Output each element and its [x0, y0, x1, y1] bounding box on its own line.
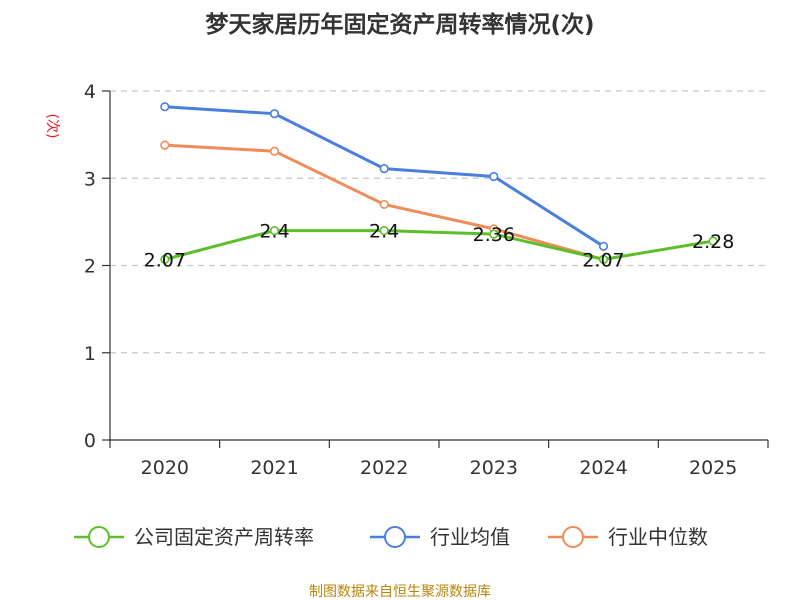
data-point-0-0[interactable] — [160, 254, 170, 264]
y-tick-label: 1 — [84, 343, 96, 365]
x-tick-label: 2021 — [250, 457, 298, 479]
y-tick-label: 4 — [84, 81, 96, 103]
data-point-1-2[interactable] — [379, 164, 389, 174]
gridlines — [110, 90, 768, 354]
data-label: 2.4 — [369, 221, 399, 243]
chart-title: 梦天家居历年固定资产周转率情况(次) — [205, 11, 594, 38]
legend-swatch-marker — [88, 526, 110, 548]
data-point-0-4[interactable] — [598, 254, 609, 264]
data-point-1-1[interactable] — [269, 109, 280, 119]
data-labels: 2.07 2.4 2.4 2.36 2.07 2.28 — [144, 221, 735, 272]
series-lines — [160, 102, 718, 264]
data-point-0-1[interactable] — [269, 226, 280, 236]
series-line-0 — [164, 229, 714, 261]
data-label: 2.28 — [692, 231, 734, 253]
legend-swatch-marker — [562, 526, 584, 548]
data-label: 2.36 — [473, 224, 515, 246]
data-point-0-5[interactable] — [708, 236, 718, 246]
x-tick-label: 2023 — [470, 457, 518, 479]
data-label: 2.4 — [259, 221, 289, 243]
legend-swatch-marker — [384, 526, 406, 548]
y-axis-label: (次) — [44, 114, 60, 139]
source-note: 制图数据来自恒生聚源数据库 — [309, 584, 491, 600]
data-point-0-2[interactable] — [379, 226, 389, 236]
legend-label: 行业中位数 — [608, 525, 708, 549]
data-label: 2.07 — [582, 249, 624, 271]
legend-label: 行业均值 — [430, 525, 510, 549]
legend-item-0[interactable]: 公司固定资产周转率 — [74, 525, 314, 549]
data-point-1-0[interactable] — [160, 102, 170, 112]
data-point-2-1[interactable] — [269, 146, 280, 156]
data-point-0-3[interactable] — [489, 229, 499, 239]
legend[interactable]: 公司固定资产周转率 行业均值 行业中位数 — [74, 525, 708, 549]
y-tick-label: 3 — [84, 168, 96, 190]
data-point-1-3[interactable] — [489, 171, 499, 182]
data-label: 2.07 — [144, 249, 186, 271]
legend-label: 公司固定资产周转率 — [134, 525, 314, 549]
y-tick-label: 0 — [84, 430, 96, 452]
data-point-2-2[interactable] — [379, 199, 389, 210]
x-tick-label: 2020 — [141, 457, 189, 479]
x-tick-label: 2022 — [360, 457, 408, 479]
y-tick-label: 2 — [84, 256, 96, 278]
legend-item-2[interactable]: 行业中位数 — [548, 525, 708, 549]
data-point-1-4[interactable] — [598, 241, 609, 251]
legend-item-1[interactable]: 行业均值 — [370, 525, 510, 549]
x-tick-label: 2024 — [579, 457, 627, 479]
axes: 0 1 2 3 4 2020 2021 2022 2023 2024 2025 — [84, 81, 769, 479]
x-tick-label: 2025 — [689, 457, 737, 479]
data-point-2-0[interactable] — [160, 140, 170, 150]
